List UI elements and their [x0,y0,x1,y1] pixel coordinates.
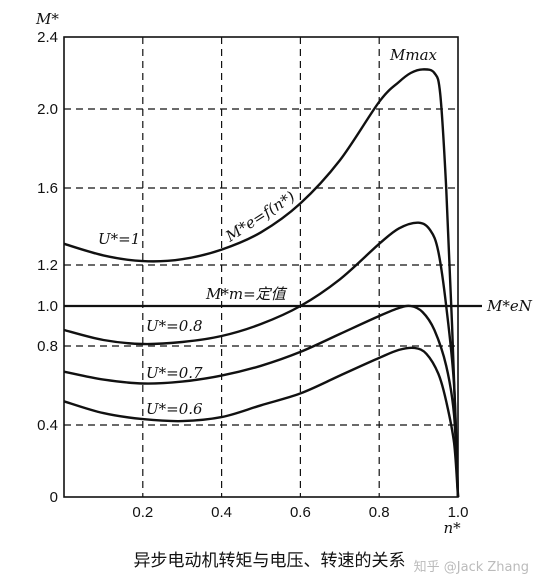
plot-frame [63,36,459,498]
x-tick-label: 1.0 [448,504,469,521]
y-tick-label: 1.6 [37,180,58,197]
y-tick-label: 0.8 [37,338,58,355]
x-axis-label: n* [444,519,462,537]
y-tick-label: 1.2 [37,257,58,274]
x-tick-label: 0.6 [290,504,311,521]
y-tick-label: 0 [50,489,58,506]
chart-labels: M*m=定值 M*eN U*=1 M*e=f(n*) Mmax U*=0.8 U*=0.7 U… [98,46,533,418]
series-label-4: U*=0.6 [146,400,203,418]
reference-line-label: M*m=定值 [205,285,288,303]
y-tick-label: 0.4 [37,417,58,434]
series-label-1: U*=1 [98,230,140,248]
watermark: 知乎 @Jack Zhang [413,560,529,575]
y-tick-label: 1.0 [37,298,58,315]
series-curve-2 [63,221,460,498]
peak-label: Mmax [389,46,438,64]
series-curves [63,68,460,498]
x-tick-label: 0.4 [211,504,232,521]
axes: 0 0.4 0.8 1.0 1.2 1.6 2.0 2.4 0.2 0.4 0.6 0.8 1.0 M* n… [35,10,468,537]
curve-label: M*e=f(n*) [222,187,299,246]
grid [64,37,458,497]
series-label-3: U*=0.7 [146,364,203,382]
y-tick-label: 2.0 [37,101,58,118]
series-curve-4 [63,346,460,498]
reference-line-right-label: M*eN [486,297,533,315]
series-label-2: U*=0.8 [146,317,203,335]
figure-caption: 异步电动机转矩与电压、转速的关系 [133,551,406,571]
y-tick-label: 2.4 [37,29,58,46]
x-tick-label: 0.2 [132,504,153,521]
y-axis-label: M* [35,10,59,28]
series-curve-1 [63,68,460,498]
x-tick-label: 0.8 [369,504,390,521]
series-curve-3 [63,304,460,498]
